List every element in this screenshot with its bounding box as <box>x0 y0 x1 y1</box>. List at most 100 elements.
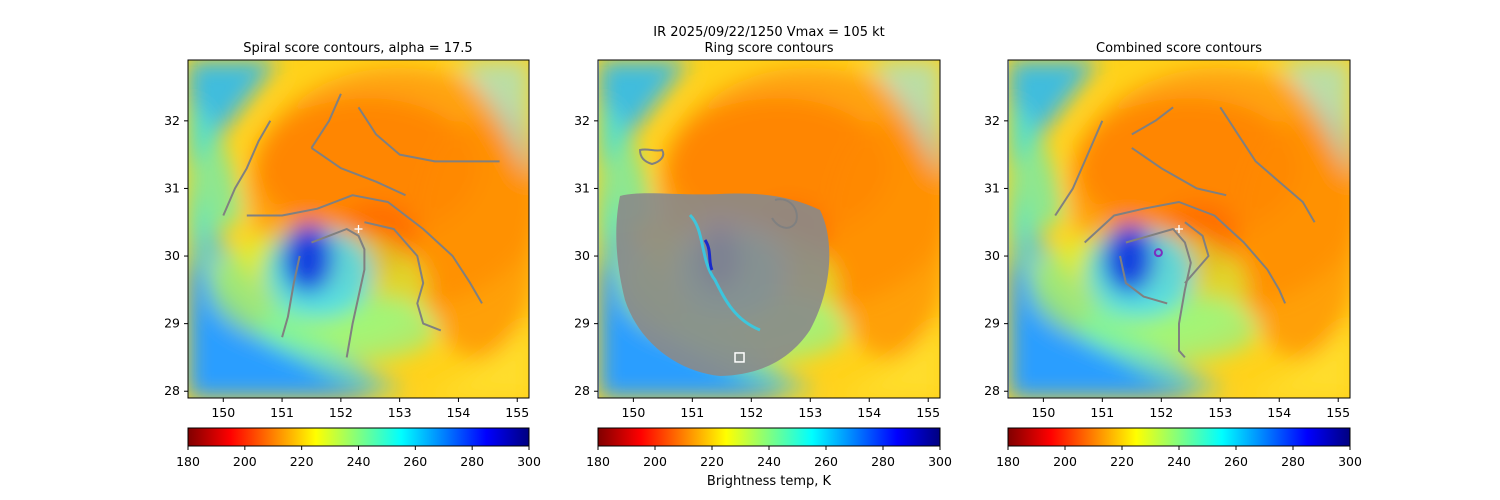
x-tick-label: 151 <box>270 405 294 420</box>
colorbar-tick-label: 180 <box>996 454 1020 469</box>
colorbar-1: 180 200 220 240 260 280 300 <box>176 427 541 469</box>
ring-axes-frame <box>597 59 941 399</box>
colorbar-tick-label: 200 <box>1053 454 1077 469</box>
score-contour-line <box>1131 147 1227 197</box>
x-tick-label: 155 <box>505 405 529 420</box>
combined-panel-title: Combined score contours <box>1096 41 1262 56</box>
score-contour-line <box>1084 201 1287 304</box>
y-tick-label: 29 <box>164 316 180 331</box>
colorbar-tick-label: 260 <box>814 454 838 469</box>
x-tick-label: 154 <box>1267 405 1291 420</box>
storm-center-plus-marker <box>354 225 363 233</box>
y-tick-label: 30 <box>574 248 590 263</box>
x-tick-label: 151 <box>680 405 704 420</box>
colorbar-tick-label: 200 <box>233 454 257 469</box>
colorbar-tick-label: 260 <box>403 454 427 469</box>
spiral-axis-ticks: 150 151 152 153 154 155 28 29 30 31 32 <box>164 113 529 420</box>
combined-contours <box>1054 106 1316 359</box>
ring-panel-title: Ring score contours <box>704 41 833 56</box>
combined-score-panel: Combined score contours 150 151 152 153 154 1… <box>984 41 1351 420</box>
combined-ir-image <box>1009 60 1350 398</box>
y-tick-label: 31 <box>984 180 1000 195</box>
score-contour-line <box>1125 228 1192 359</box>
colorbar-tick-label: 240 <box>757 454 781 469</box>
x-tick-label: 153 <box>1208 405 1232 420</box>
colorbar-tick-label: 220 <box>700 454 724 469</box>
ring-score-contour-region <box>616 148 830 376</box>
colorbar-1-gradient <box>187 427 530 447</box>
y-tick-label: 31 <box>164 180 180 195</box>
x-tick-label: 153 <box>388 405 412 420</box>
colorbar-tick-label: 260 <box>1224 454 1248 469</box>
colorbar-tick-label: 200 <box>643 454 667 469</box>
y-tick-label: 30 <box>164 248 180 263</box>
y-tick-label: 28 <box>574 383 590 398</box>
score-contour-line <box>357 106 500 163</box>
x-tick-label: 152 <box>1149 405 1173 420</box>
score-contour-line <box>310 93 342 149</box>
ring-ir-image <box>599 60 940 398</box>
spiral-axes-frame <box>187 59 530 399</box>
spiral-contours <box>222 93 500 358</box>
colorbar-tick-label: 300 <box>1338 454 1362 469</box>
colorbar-tick-label: 180 <box>586 454 610 469</box>
spiral-ir-image <box>188 60 529 398</box>
y-tick-label: 30 <box>984 248 1000 263</box>
colorbar-3-gradient <box>1007 427 1351 447</box>
y-tick-label: 32 <box>574 113 590 128</box>
x-tick-label: 154 <box>447 405 471 420</box>
y-tick-label: 32 <box>164 113 180 128</box>
colorbar-tick-label: 240 <box>347 454 371 469</box>
combined-fix-marker <box>1153 248 1163 258</box>
score-contour-line <box>1184 221 1210 284</box>
y-tick-label: 29 <box>984 316 1000 331</box>
ring-center-square-marker <box>734 352 745 363</box>
x-tick-label: 151 <box>1090 405 1114 420</box>
colorbar-2: 180 200 220 240 260 280 300 <box>586 427 952 469</box>
colorbar-tick-label: 240 <box>1167 454 1191 469</box>
colorbar-tick-label: 280 <box>871 454 895 469</box>
x-tick-label: 150 <box>621 405 645 420</box>
colorbar-tick-label: 220 <box>290 454 314 469</box>
score-contour-line <box>1054 120 1104 217</box>
colorbar-tick-label: 180 <box>176 454 200 469</box>
score-contour-line <box>1119 255 1168 305</box>
combined-axes-frame <box>1007 59 1351 399</box>
score-contour-line <box>222 120 272 216</box>
colorbar-label: Brightness temp, K <box>707 474 832 489</box>
y-tick-label: 28 <box>164 383 180 398</box>
y-tick-label: 31 <box>574 180 590 195</box>
score-contour-line <box>364 221 442 332</box>
x-tick-label: 152 <box>739 405 763 420</box>
colorbar-tick-label: 280 <box>1281 454 1305 469</box>
score-contour-line <box>311 228 366 358</box>
x-tick-label: 155 <box>916 405 940 420</box>
ring-axis-ticks: 150 151 152 153 154 155 28 29 30 31 32 <box>574 113 940 420</box>
x-tick-label: 150 <box>211 405 235 420</box>
colorbar-tick-label: 220 <box>1110 454 1134 469</box>
combined-axis-ticks: 150 151 152 153 154 155 28 29 30 31 32 <box>984 113 1350 420</box>
score-contour-line <box>310 147 406 197</box>
x-tick-label: 153 <box>798 405 822 420</box>
x-tick-label: 152 <box>329 405 353 420</box>
y-tick-label: 32 <box>984 113 1000 128</box>
ring-score-panel: Ring score contours 150 151 152 153 154 155 28… <box>574 41 941 420</box>
score-contour-line <box>1131 106 1174 136</box>
colorbar-2-gradient <box>597 427 941 447</box>
colorbar-tick-label: 300 <box>928 454 952 469</box>
spiral-score-panel: Spiral score contours, alpha = 17.5 150 1… <box>164 41 530 420</box>
colorbar-tick-label: 280 <box>460 454 484 469</box>
score-contour-line <box>1219 106 1316 223</box>
x-tick-label: 150 <box>1031 405 1055 420</box>
score-contour-line <box>281 255 301 338</box>
colorbar-tick-label: 300 <box>517 454 541 469</box>
spiral-panel-title: Spiral score contours, alpha = 17.5 <box>243 41 472 56</box>
colorbar-3: 180 200 220 240 260 280 300 <box>996 427 1362 469</box>
figure-suptitle: IR 2025/09/22/1250 Vmax = 105 kt <box>653 25 884 40</box>
y-tick-label: 29 <box>574 316 590 331</box>
storm-center-plus-marker <box>1175 225 1183 233</box>
x-tick-label: 155 <box>1326 405 1350 420</box>
score-contour-line <box>246 194 483 304</box>
x-tick-label: 154 <box>857 405 881 420</box>
